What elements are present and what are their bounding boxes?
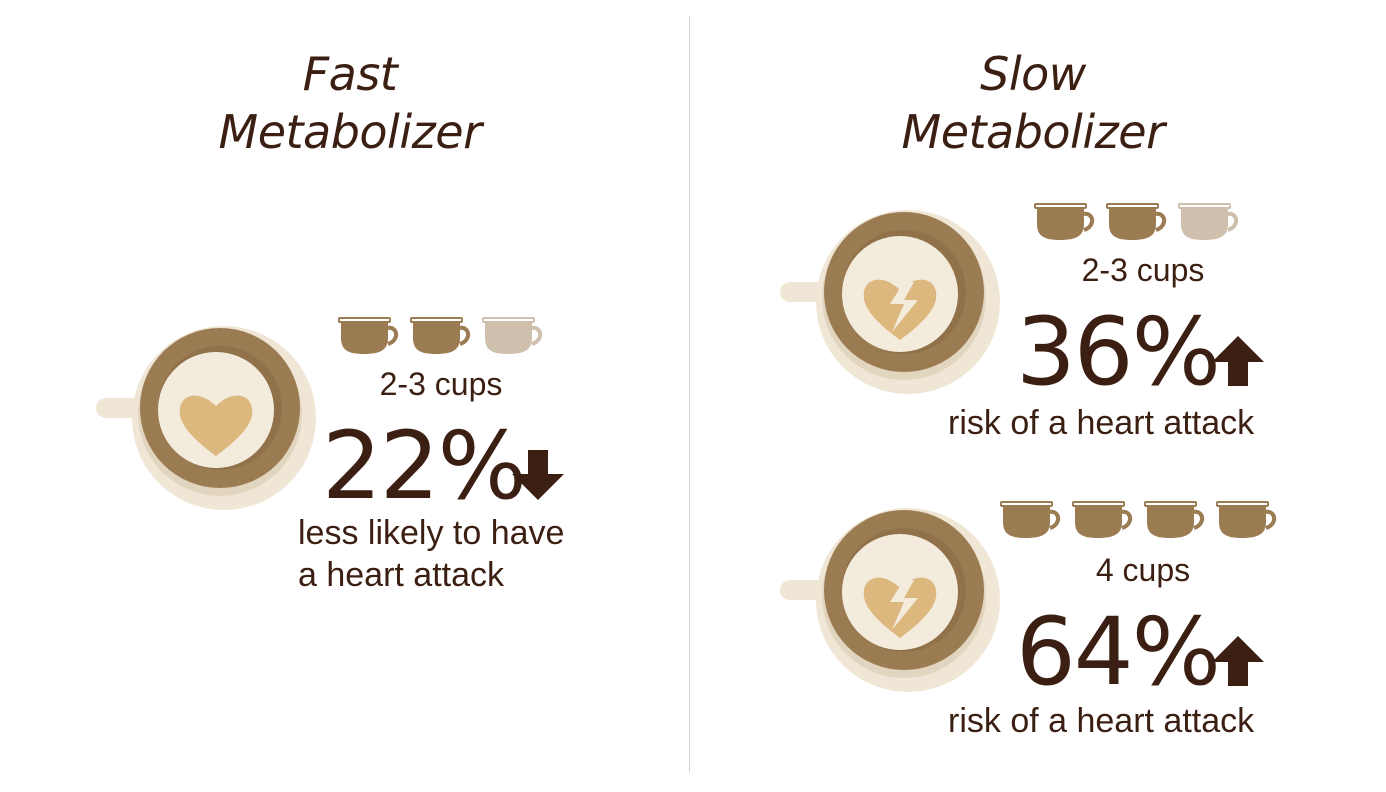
coffee-mug-icon bbox=[780, 200, 1000, 400]
percent-left: 22% bbox=[322, 412, 527, 521]
cups-label-left: 2-3 cups bbox=[379, 366, 503, 402]
coffee-cup-icon bbox=[1216, 500, 1278, 540]
coffee-cup-icon bbox=[1106, 202, 1168, 242]
percent-right-2: 64% bbox=[1016, 598, 1221, 707]
coffee-cup-icon bbox=[410, 316, 472, 356]
slow-title-line2: Metabolizer bbox=[901, 105, 1165, 159]
description-right-2: risk of a heart attack bbox=[948, 702, 1255, 740]
fast-title-line2: Metabolizer bbox=[218, 105, 482, 159]
cups-row-right-1 bbox=[1034, 202, 1240, 242]
coffee-mug-icon bbox=[780, 498, 1000, 698]
cups-label-right-1: 2-3 cups bbox=[1081, 252, 1205, 288]
slow-metabolizer-title: Slow Metabolizer bbox=[833, 45, 1233, 161]
cups-label-right-2: 4 cups bbox=[1095, 552, 1191, 588]
up-arrow-icon bbox=[1212, 336, 1264, 386]
down-arrow-icon bbox=[512, 450, 564, 500]
percent-right-1: 36% bbox=[1016, 298, 1221, 407]
fast-metabolizer-title: Fast Metabolizer bbox=[150, 45, 550, 161]
coffee-cup-icon bbox=[1034, 202, 1096, 242]
coffee-cup-icon bbox=[338, 316, 400, 356]
desc-left-line1: less likely to have bbox=[298, 514, 565, 552]
description-right-1: risk of a heart attack bbox=[948, 404, 1255, 442]
column-divider bbox=[689, 16, 690, 772]
coffee-cup-icon bbox=[1072, 500, 1134, 540]
coffee-mug-icon bbox=[96, 316, 316, 516]
coffee-cup-faded-icon bbox=[482, 316, 544, 356]
slow-title-line1: Slow bbox=[980, 47, 1086, 101]
coffee-cup-faded-icon bbox=[1178, 202, 1240, 242]
cups-row-right-2 bbox=[1000, 500, 1278, 540]
cups-row-left bbox=[338, 316, 544, 356]
coffee-cup-icon bbox=[1144, 500, 1206, 540]
fast-title-line1: Fast bbox=[302, 47, 398, 101]
heart-icon bbox=[179, 395, 253, 456]
coffee-cup-icon bbox=[1000, 500, 1062, 540]
desc-left-line2: a heart attack bbox=[298, 556, 505, 594]
up-arrow-icon bbox=[1212, 636, 1264, 686]
broken-heart-icon bbox=[863, 279, 937, 340]
broken-heart-icon bbox=[863, 577, 937, 638]
description-left: less likely to have a heart attack bbox=[298, 512, 618, 596]
